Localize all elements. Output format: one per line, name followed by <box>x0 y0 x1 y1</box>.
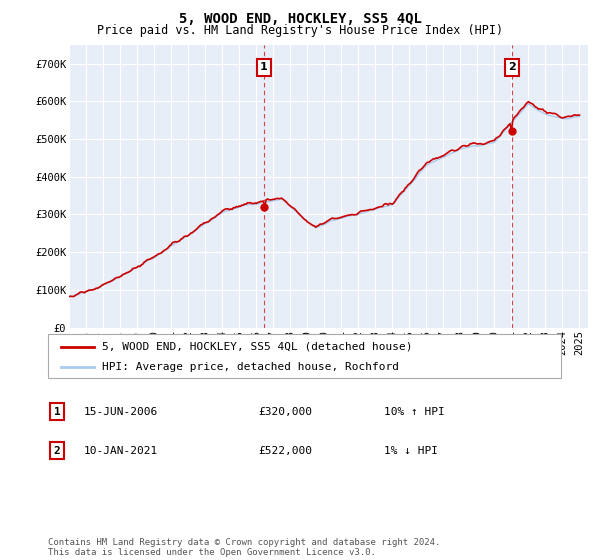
Text: 2: 2 <box>508 62 516 72</box>
Text: 5, WOOD END, HOCKLEY, SS5 4QL: 5, WOOD END, HOCKLEY, SS5 4QL <box>179 12 421 26</box>
Text: Contains HM Land Registry data © Crown copyright and database right 2024.
This d: Contains HM Land Registry data © Crown c… <box>48 538 440 557</box>
Text: 15-JUN-2006: 15-JUN-2006 <box>84 407 158 417</box>
Text: HPI: Average price, detached house, Rochford: HPI: Average price, detached house, Roch… <box>102 362 399 372</box>
Text: 10% ↑ HPI: 10% ↑ HPI <box>384 407 445 417</box>
Text: £320,000: £320,000 <box>258 407 312 417</box>
Text: Price paid vs. HM Land Registry's House Price Index (HPI): Price paid vs. HM Land Registry's House … <box>97 24 503 37</box>
Text: 5, WOOD END, HOCKLEY, SS5 4QL (detached house): 5, WOOD END, HOCKLEY, SS5 4QL (detached … <box>102 342 412 352</box>
Text: 1% ↓ HPI: 1% ↓ HPI <box>384 446 438 456</box>
Text: 1: 1 <box>260 62 268 72</box>
Text: 1: 1 <box>53 407 61 417</box>
Text: 2: 2 <box>53 446 61 456</box>
Text: 10-JAN-2021: 10-JAN-2021 <box>84 446 158 456</box>
Text: £522,000: £522,000 <box>258 446 312 456</box>
